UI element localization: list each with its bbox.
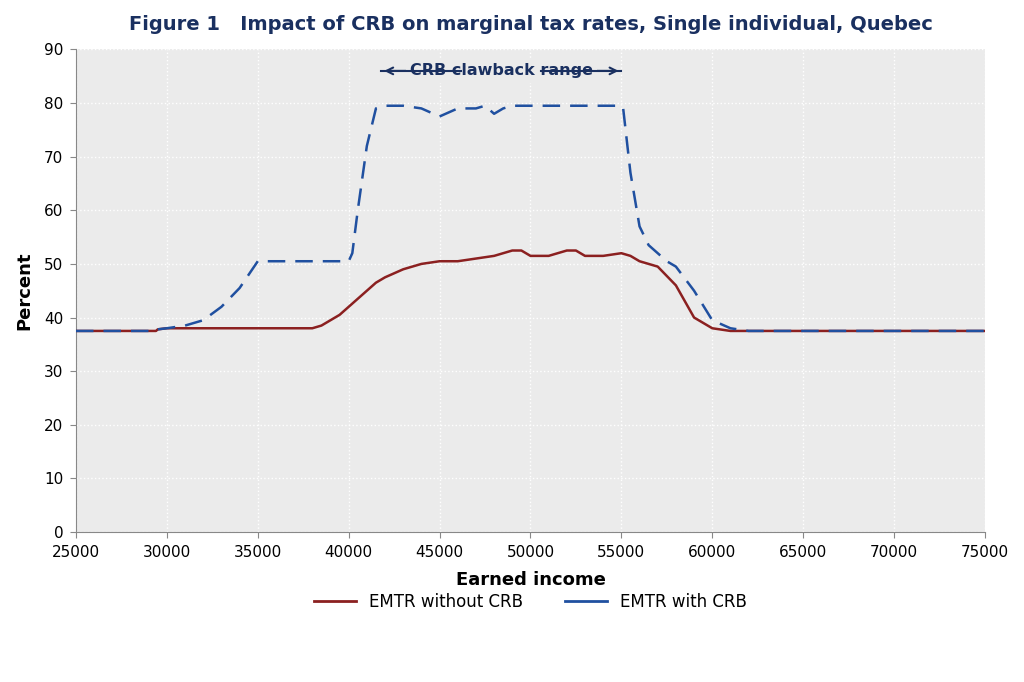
Text: CRB clawback range: CRB clawback range	[410, 63, 593, 78]
Title: Figure 1   Impact of CRB on marginal tax rates, Single individual, Quebec: Figure 1 Impact of CRB on marginal tax r…	[129, 15, 933, 34]
Y-axis label: Percent: Percent	[15, 252, 33, 330]
Legend: EMTR without CRB, EMTR with CRB: EMTR without CRB, EMTR with CRB	[307, 587, 754, 618]
X-axis label: Earned income: Earned income	[456, 571, 605, 589]
